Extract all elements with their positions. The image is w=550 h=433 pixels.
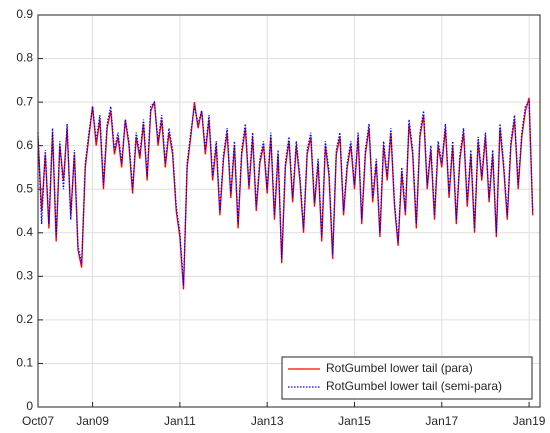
x-tick-label: Jan19 xyxy=(513,414,546,428)
legend-label: RotGumbel lower tail (para) xyxy=(326,361,473,375)
legend: RotGumbel lower tail (para) RotGumbel low… xyxy=(281,356,533,400)
x-tick-label: Oct07 xyxy=(22,414,54,428)
x-tick-label: Jan15 xyxy=(338,414,371,428)
legend-label: RotGumbel lower tail (semi-para) xyxy=(326,379,502,393)
y-tick-label: 0.3 xyxy=(16,269,33,283)
y-tick-label: 0 xyxy=(26,399,33,413)
x-tick-label: Jan09 xyxy=(76,414,109,428)
x-tick-label: Jan13 xyxy=(251,414,284,428)
x-tick-label: Jan17 xyxy=(425,414,458,428)
y-tick-label: 0.8 xyxy=(16,51,33,65)
y-tick-label: 0.5 xyxy=(16,181,33,195)
series-line xyxy=(37,100,534,286)
y-tick-label: 0.7 xyxy=(16,94,33,108)
y-tick-label: 0.4 xyxy=(16,225,33,239)
x-tick-label: Jan11 xyxy=(164,414,196,428)
y-tick-label: 0.1 xyxy=(16,356,33,370)
legend-box xyxy=(281,356,533,400)
y-tick-label: 0.2 xyxy=(16,312,33,326)
y-tick-label: 0.9 xyxy=(16,7,33,21)
plot-frame xyxy=(37,14,541,408)
plot-area xyxy=(38,15,540,407)
y-tick-label: 0.6 xyxy=(16,138,33,152)
